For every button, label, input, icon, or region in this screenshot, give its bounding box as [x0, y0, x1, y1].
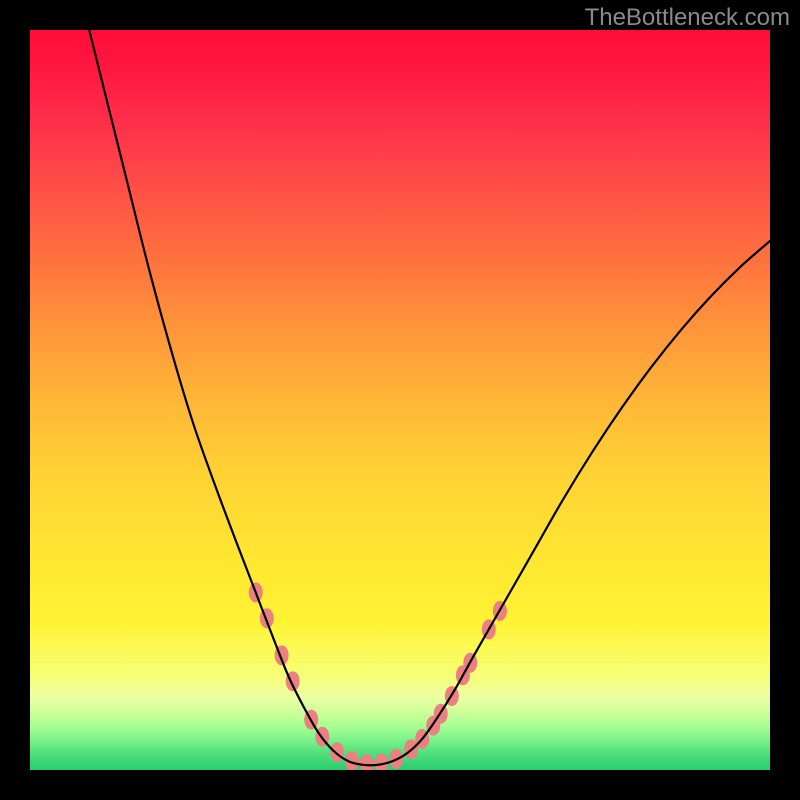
figure-container: TheBottleneck.com [0, 0, 800, 800]
watermark-label: TheBottleneck.com [585, 4, 790, 32]
gradient-background [30, 30, 770, 770]
marker-point [330, 742, 344, 762]
bottleneck-curve-chart [30, 30, 770, 770]
plot-area [30, 30, 770, 770]
